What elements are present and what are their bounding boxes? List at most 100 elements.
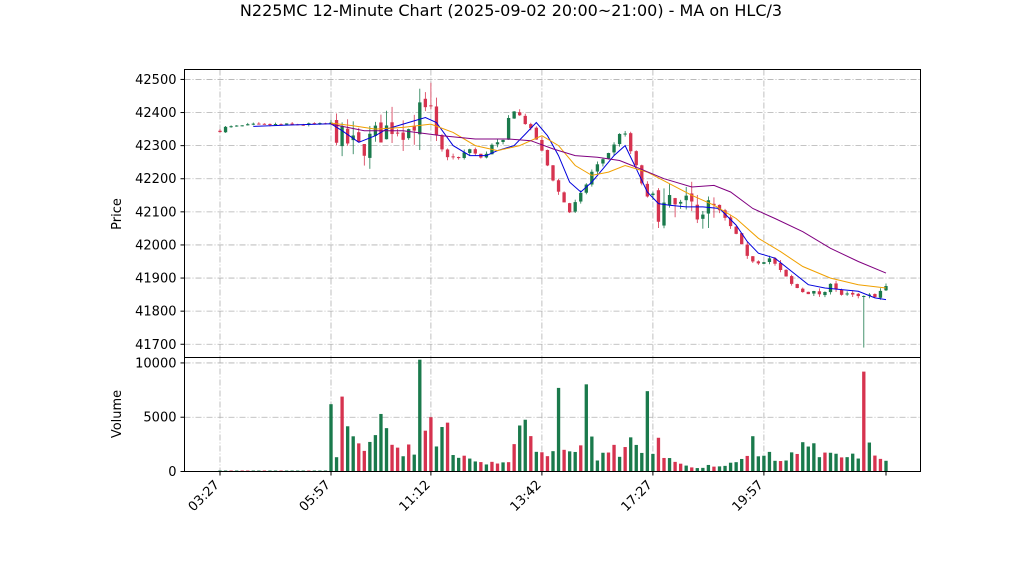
volume-bar: [379, 413, 383, 472]
volume-bar: [656, 437, 661, 472]
candle-body: [667, 195, 672, 205]
candle-body: [756, 261, 761, 264]
candle-body: [873, 294, 877, 298]
candle-body: [334, 120, 339, 143]
candle-body: [701, 214, 705, 219]
price-tick-label: 42000: [135, 238, 176, 253]
candle-body: [551, 165, 555, 181]
candle-body: [273, 123, 278, 125]
volume-bar: [712, 466, 716, 472]
volume-bar: [545, 456, 550, 472]
price-tick-label: 41800: [135, 305, 176, 320]
candle-body: [684, 195, 688, 201]
volume-bar: [723, 465, 727, 472]
volume-bar: [873, 455, 877, 472]
volume-bar: [601, 452, 605, 472]
candle-body: [279, 124, 283, 126]
candle-body: [495, 142, 500, 145]
volume-bar: [418, 359, 422, 472]
volume-bar: [340, 396, 344, 472]
candle-body: [606, 153, 611, 159]
candle-body: [246, 124, 250, 126]
volume-bar: [789, 452, 794, 472]
candle-body: [629, 133, 633, 152]
volume-tick-label: 0: [168, 465, 176, 480]
volume-bar: [423, 430, 428, 472]
volume-bar: [678, 463, 683, 472]
candle-body: [656, 190, 661, 222]
volume-bar: [495, 463, 500, 472]
candle-body: [218, 130, 222, 133]
candle-body: [751, 256, 755, 262]
x-tick-label: 11:12: [397, 478, 434, 515]
candle-body: [634, 151, 638, 166]
candle-body: [784, 269, 788, 277]
candle-body: [678, 201, 683, 204]
candle-body: [506, 117, 511, 140]
candle-body: [773, 258, 777, 264]
volume-bar: [784, 460, 788, 472]
volume-bar: [801, 442, 805, 472]
candle-body: [229, 126, 233, 128]
x-axis: 03:27 05:57 11:12 13:42 17:27 19:57: [186, 471, 887, 515]
volume-bar: [362, 450, 366, 472]
volume-bar: [518, 425, 522, 472]
candle-body: [806, 291, 810, 295]
candle-body: [473, 149, 477, 154]
candle-body: [318, 123, 322, 125]
candle-body: [518, 112, 522, 116]
candle-body: [789, 276, 794, 284]
candle-body: [690, 193, 694, 202]
candle-body: [290, 123, 294, 125]
candle-body: [234, 125, 239, 127]
candle-body: [745, 244, 749, 256]
volume-bar: [778, 461, 783, 472]
volume-axis-label: Volume: [110, 390, 125, 438]
volume-bar: [407, 444, 411, 472]
volume-bar: [828, 452, 833, 472]
candle-body: [595, 164, 600, 172]
candle-body: [645, 183, 650, 197]
price-tick-label: 41700: [135, 338, 176, 353]
candle-body: [523, 115, 527, 125]
price-tick-label: 42500: [135, 73, 176, 88]
candle-body: [734, 226, 738, 234]
candle-body: [545, 149, 550, 166]
candle-body: [778, 263, 783, 270]
candle-body: [828, 283, 833, 293]
volume-bar: [395, 447, 400, 472]
volume-bar: [401, 456, 405, 472]
volume-bar: [351, 436, 355, 472]
candle-body: [623, 133, 627, 135]
candle-body: [590, 171, 594, 185]
volume-bar: [762, 455, 766, 472]
volume-bar: [462, 455, 466, 472]
candle-body: [384, 125, 389, 140]
volume-bar: [856, 458, 860, 472]
volume-bar: [551, 451, 555, 472]
volume-bar: [329, 404, 333, 472]
candle-body: [878, 290, 883, 298]
volume-bar: [817, 457, 822, 472]
candle-body: [712, 203, 716, 206]
candle-body: [240, 125, 244, 127]
moving-average-lines: [253, 116, 887, 301]
volume-bar: [634, 444, 638, 472]
volume-bar: [434, 446, 439, 472]
volume-bar: [629, 437, 633, 472]
candle-body: [801, 288, 805, 293]
candle-body: [584, 184, 588, 193]
volume-bar: [595, 460, 600, 472]
candle-body: [556, 180, 561, 192]
candle-body: [340, 125, 344, 147]
volume-bar: [429, 417, 433, 472]
volume-bar: [590, 436, 594, 472]
price-tick-label: 42300: [135, 139, 176, 154]
volume-bar: [806, 446, 810, 472]
volume-bar: [390, 444, 394, 472]
volume-bar: [839, 457, 844, 472]
volume-bar: [368, 441, 372, 472]
volume-bar: [412, 454, 416, 472]
volume-bar: [651, 453, 655, 472]
